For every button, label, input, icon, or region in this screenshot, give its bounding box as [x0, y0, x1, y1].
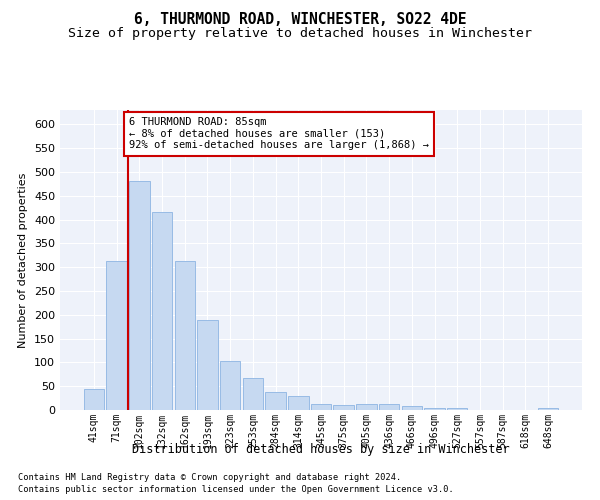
Text: Distribution of detached houses by size in Winchester: Distribution of detached houses by size … [132, 442, 510, 456]
Text: Size of property relative to detached houses in Winchester: Size of property relative to detached ho… [68, 28, 532, 40]
Text: Contains public sector information licensed under the Open Government Licence v3: Contains public sector information licen… [18, 485, 454, 494]
Bar [424, 408, 445, 410]
Bar [538, 408, 558, 410]
Text: Contains HM Land Registry data © Crown copyright and database right 2024.: Contains HM Land Registry data © Crown c… [18, 472, 401, 482]
Bar [288, 396, 308, 410]
Bar [129, 182, 149, 410]
Text: 6, THURMOND ROAD, WINCHESTER, SO22 4DE: 6, THURMOND ROAD, WINCHESTER, SO22 4DE [134, 12, 466, 28]
Bar [220, 362, 241, 410]
Bar [379, 404, 400, 410]
Bar [197, 320, 218, 410]
Bar [447, 408, 467, 410]
Bar [265, 392, 286, 410]
Bar [106, 262, 127, 410]
Bar [152, 212, 172, 410]
Bar [84, 388, 104, 410]
Bar [334, 405, 354, 410]
Bar [175, 262, 195, 410]
Bar [242, 378, 263, 410]
Bar [401, 406, 422, 410]
Bar [356, 404, 377, 410]
Bar [311, 404, 331, 410]
Y-axis label: Number of detached properties: Number of detached properties [19, 172, 28, 348]
Text: 6 THURMOND ROAD: 85sqm
← 8% of detached houses are smaller (153)
92% of semi-det: 6 THURMOND ROAD: 85sqm ← 8% of detached … [129, 117, 429, 150]
